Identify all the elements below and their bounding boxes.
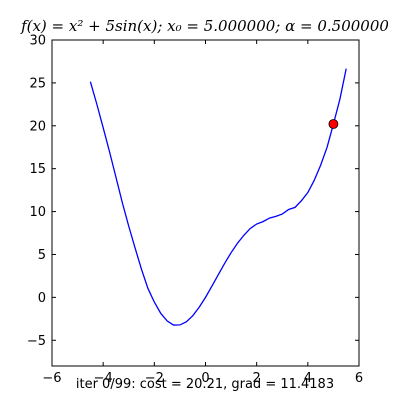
x-tick-label: 2 [253,371,261,386]
plot-frame [51,39,360,367]
x-axis-label: iter 0/99: cost = 20.21, grad = 11.4183 [76,377,334,392]
x-tick-label: 4 [304,371,312,386]
plot-area [51,39,360,367]
y-tick-label: 0 [38,291,46,306]
x-tick-label: 0 [201,371,209,386]
chart-title: f(x) = x² + 5sin(x); x₀ = 5.000000; α = … [20,17,389,35]
y-tick-label: 15 [29,162,46,177]
y-axis: −5 0 5 10 15 20 25 30 [27,34,359,349]
y-tick-label: 25 [29,76,46,91]
y-tick-label: 30 [29,34,46,49]
y-tick-label: 5 [38,248,46,263]
x-tick-label: −2 [145,371,164,386]
y-tick-label: 10 [29,205,46,220]
y-tick-label: 20 [29,119,46,134]
x-tick-label: −4 [94,371,113,386]
x-tick-label: 6 [355,371,363,386]
y-tick-label: −5 [27,334,46,349]
x-axis: −6 −4 −2 0 2 4 6 [42,40,363,386]
current-point-marker [328,119,339,129]
x-tick-label: −6 [42,371,61,386]
series-line-0 [89,68,347,326]
